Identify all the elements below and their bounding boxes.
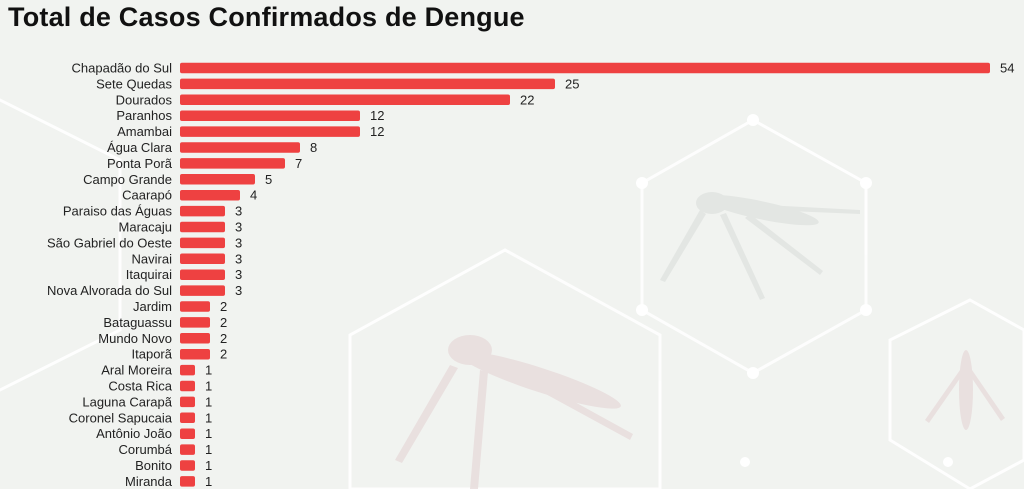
hexagon-outline (888, 298, 1024, 489)
value-label: 3 (235, 251, 242, 266)
category-label: Nova Alvorada do Sul (47, 283, 172, 298)
mosquito-silhouette-icon (660, 192, 860, 300)
value-label: 3 (235, 204, 242, 219)
value-label: 3 (235, 220, 242, 235)
bar (180, 158, 285, 169)
category-label: São Gabriel do Oeste (47, 235, 172, 250)
value-label: 1 (205, 394, 212, 409)
bar (180, 78, 555, 90)
category-label: Mundo Novo (98, 331, 172, 346)
bar (180, 221, 225, 233)
category-label: Sete Quedas (96, 76, 172, 91)
bar (180, 94, 510, 106)
hexagon-outline (348, 248, 662, 489)
value-label: 1 (205, 474, 212, 489)
category-label: Ponta Porã (107, 156, 173, 171)
bar (180, 380, 195, 392)
category-label: Costa Rica (108, 379, 172, 394)
value-label: 54 (1000, 61, 1014, 76)
value-label: 25 (565, 76, 579, 91)
mosquito-silhouette-icon (925, 350, 1005, 430)
category-label: Maracaju (119, 220, 172, 235)
bar (180, 364, 195, 376)
category-label: Itaporã (132, 347, 173, 362)
hexagon-outline (0, 98, 122, 392)
value-label: 22 (520, 92, 534, 107)
value-label: 4 (250, 188, 257, 203)
bar (180, 253, 225, 265)
value-label: 1 (205, 458, 212, 473)
category-label: Bonito (135, 458, 172, 473)
mosquito-silhouette-icon (395, 335, 633, 489)
value-label: 5 (265, 172, 272, 187)
bar (180, 285, 225, 296)
category-label: Miranda (125, 474, 173, 489)
category-label: Laguna Carapã (82, 394, 172, 409)
category-label: Itaquirai (126, 267, 172, 282)
bar (180, 301, 210, 312)
chart-title: Total de Casos Confirmados de Dengue (8, 2, 525, 32)
bar (180, 460, 195, 471)
category-label: Paranhos (116, 108, 172, 123)
bar (180, 142, 300, 153)
bar (180, 476, 195, 487)
value-label: 3 (235, 267, 242, 282)
bar (180, 412, 195, 424)
value-label: 2 (220, 347, 227, 362)
value-label: 8 (310, 140, 317, 155)
value-label: 7 (295, 156, 302, 171)
value-label: 2 (220, 315, 227, 330)
category-label: Dourados (116, 92, 173, 107)
category-label: Água Clara (107, 140, 173, 155)
bar (180, 348, 210, 360)
value-label: 1 (205, 410, 212, 425)
value-label: 2 (220, 331, 227, 346)
category-label: Chapadão do Sul (72, 61, 173, 76)
bar (180, 396, 195, 408)
bar (180, 110, 360, 121)
bar (180, 269, 225, 280)
value-label: 1 (205, 426, 212, 441)
category-label: Aral Moreira (101, 363, 173, 378)
value-label: 1 (205, 442, 212, 457)
value-label: 1 (205, 363, 212, 378)
category-label: Amambai (117, 124, 172, 139)
category-label: Jardim (133, 299, 172, 314)
bar (180, 444, 195, 455)
bar (180, 62, 990, 74)
bar (180, 237, 225, 249)
value-label: 3 (235, 283, 242, 298)
value-label: 12 (370, 108, 384, 123)
value-label: 12 (370, 124, 384, 139)
value-label: 2 (220, 299, 227, 314)
category-label: Coronel Sapucaia (69, 410, 173, 425)
bar (180, 317, 210, 328)
category-label: Bataguassu (103, 315, 172, 330)
bar (180, 205, 225, 217)
bar (180, 126, 360, 137)
category-label: Caarapó (122, 188, 172, 203)
value-label: 1 (205, 379, 212, 394)
category-label: Corumbá (119, 442, 173, 457)
category-label: Paraiso das Águas (63, 204, 173, 219)
category-label: Navirai (132, 251, 173, 266)
bar (180, 174, 255, 185)
bar (180, 189, 240, 201)
category-label: Campo Grande (83, 172, 172, 187)
value-label: 3 (235, 235, 242, 250)
category-label: Antônio João (96, 426, 172, 441)
bar (180, 333, 210, 344)
bar (180, 428, 195, 439)
